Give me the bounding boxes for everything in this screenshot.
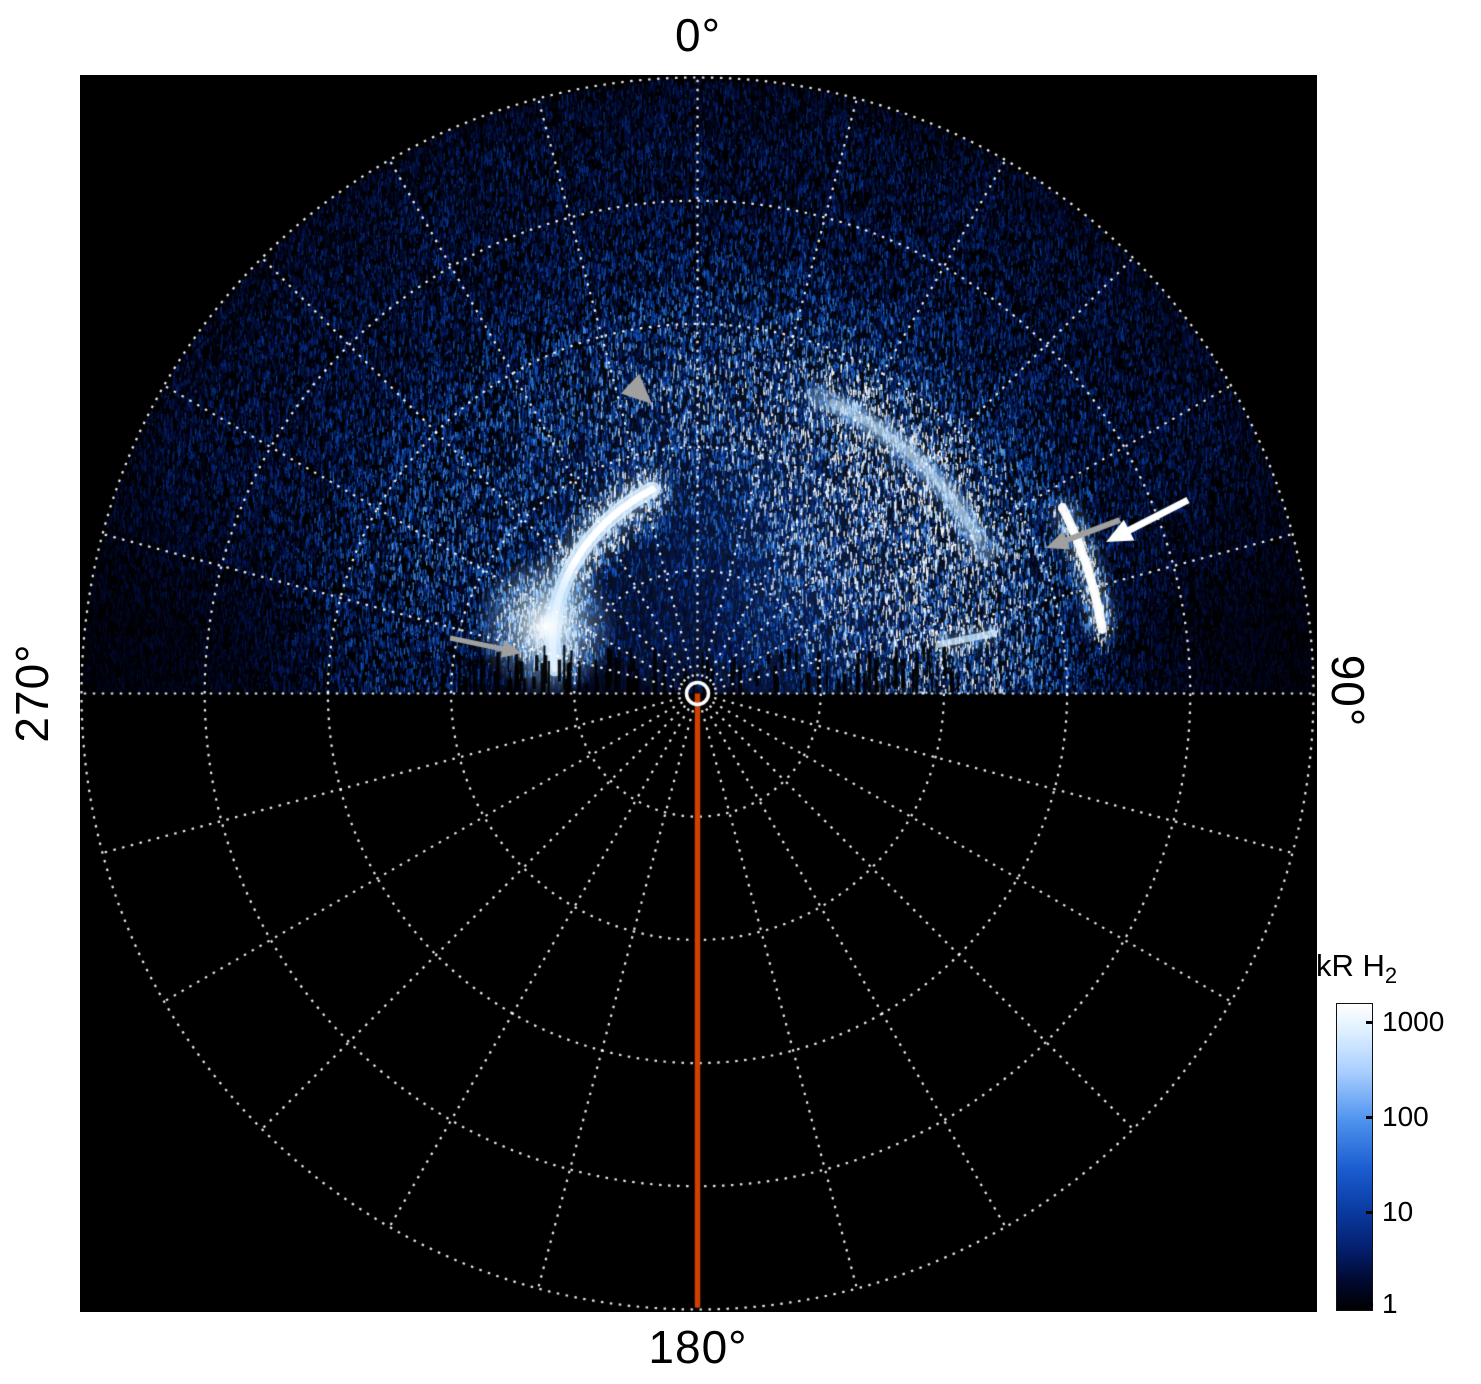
angle-label-0: 0° xyxy=(675,9,721,61)
colorbar-title-main: kR H xyxy=(1316,948,1385,983)
colorbar-tick-mark xyxy=(1366,1211,1373,1214)
colorbar-title-sub: 2 xyxy=(1384,963,1398,989)
colorbar-tick-1000: 1000 xyxy=(1382,1006,1445,1037)
colorbar-title: kR H2 xyxy=(1316,948,1397,989)
colorbar-tick-100: 100 xyxy=(1382,1101,1429,1132)
colorbar-gradient xyxy=(1337,1004,1372,1310)
colorbar-tick-1: 1 xyxy=(1382,1288,1398,1319)
polar-aurora-plot xyxy=(80,75,1317,1312)
colorbar xyxy=(1336,1003,1373,1311)
colorbar-tick-mark xyxy=(1366,1021,1373,1024)
angle-label-180: 180° xyxy=(648,1321,748,1373)
colorbar-tick-mark xyxy=(1366,1116,1373,1119)
colorbar-tick-10: 10 xyxy=(1382,1196,1414,1227)
angle-label-90: 90° xyxy=(1322,654,1374,728)
angle-label-270: 270° xyxy=(6,643,58,743)
colorbar-tick-mark xyxy=(1366,1303,1373,1306)
